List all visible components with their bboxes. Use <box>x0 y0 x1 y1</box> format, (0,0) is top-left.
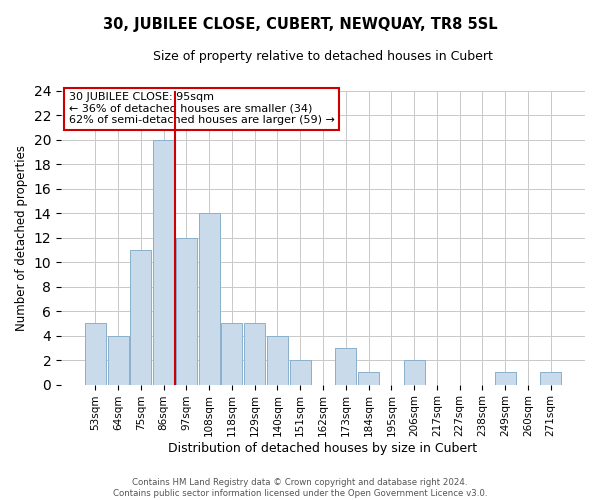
Bar <box>244 324 265 384</box>
Bar <box>107 336 128 384</box>
Text: 30, JUBILEE CLOSE, CUBERT, NEWQUAY, TR8 5SL: 30, JUBILEE CLOSE, CUBERT, NEWQUAY, TR8 … <box>103 18 497 32</box>
Bar <box>153 140 174 384</box>
Text: 30 JUBILEE CLOSE: 95sqm
← 36% of detached houses are smaller (34)
62% of semi-de: 30 JUBILEE CLOSE: 95sqm ← 36% of detache… <box>69 92 335 125</box>
Bar <box>199 213 220 384</box>
Bar <box>335 348 356 385</box>
Bar <box>267 336 288 384</box>
Bar <box>290 360 311 384</box>
Bar <box>494 372 515 384</box>
Bar <box>404 360 425 384</box>
Bar <box>358 372 379 384</box>
Text: Contains HM Land Registry data © Crown copyright and database right 2024.
Contai: Contains HM Land Registry data © Crown c… <box>113 478 487 498</box>
Bar <box>221 324 242 384</box>
Bar <box>130 250 151 384</box>
Bar <box>540 372 561 384</box>
Bar <box>176 238 197 384</box>
Title: Size of property relative to detached houses in Cubert: Size of property relative to detached ho… <box>153 50 493 63</box>
Y-axis label: Number of detached properties: Number of detached properties <box>15 144 28 330</box>
X-axis label: Distribution of detached houses by size in Cubert: Distribution of detached houses by size … <box>169 442 478 455</box>
Bar <box>85 324 106 384</box>
